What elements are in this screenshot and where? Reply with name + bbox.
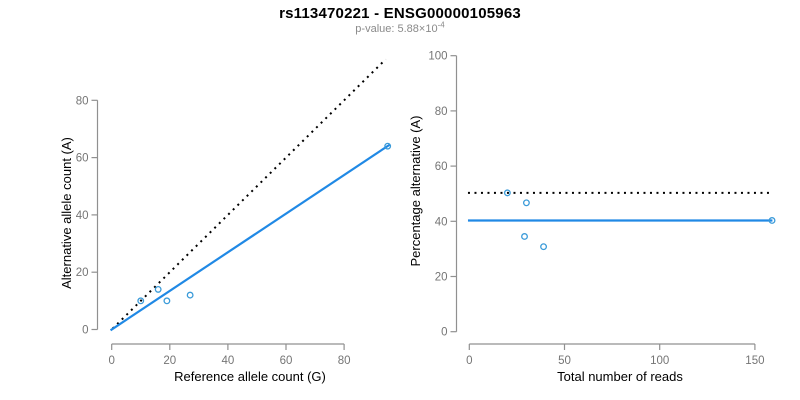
y-axis-title: Percentage alternative (A): [408, 115, 423, 266]
y-tick-label: 20: [435, 272, 448, 284]
data-point: [137, 297, 145, 305]
y-tick-label: 80: [435, 106, 448, 118]
x-axis-title: Reference allele count (G): [174, 369, 326, 384]
p-value-exponent: -4: [437, 20, 445, 30]
data-point: [384, 142, 392, 150]
data-point: [540, 243, 548, 251]
y-tick-label: 80: [76, 95, 89, 107]
x-tick-label: 60: [280, 355, 293, 367]
y-tick-label: 60: [435, 161, 448, 173]
fit-line: [109, 143, 391, 332]
y-tick-label: 0: [441, 327, 447, 339]
x-tick-label: 40: [222, 355, 235, 367]
p-value-subtitle: p-value: 5.88×10-4: [0, 20, 800, 35]
y-tick-label: 0: [82, 325, 88, 337]
data-point: [503, 189, 511, 197]
y-tick-label: 40: [435, 216, 448, 228]
p-value-text: p-value: 5.88×10: [355, 23, 438, 35]
identity-line: [111, 58, 387, 330]
x-tick-label: 0: [466, 355, 472, 367]
data-point: [163, 297, 171, 305]
data-point: [186, 291, 194, 299]
y-tick-label: 60: [76, 153, 89, 165]
x-tick-label: 50: [558, 355, 571, 367]
y-tick-label: 100: [428, 51, 447, 63]
y-tick-label: 40: [76, 210, 89, 222]
x-axis-title: Total number of reads: [557, 369, 683, 384]
x-tick-label: 100: [650, 355, 669, 367]
data-point: [768, 217, 776, 224]
data-point: [522, 199, 530, 207]
y-axis-title: Alternative allele count (A): [59, 137, 74, 289]
data-point: [521, 233, 528, 240]
chart-title: rs113470221 - ENSG00000105963: [279, 5, 521, 22]
x-tick-label: 150: [745, 355, 764, 367]
data-point: [154, 285, 162, 293]
x-tick-label: 0: [108, 355, 114, 367]
x-tick-label: 80: [338, 355, 351, 367]
x-tick-label: 20: [163, 355, 176, 367]
y-tick-label: 20: [76, 267, 89, 279]
